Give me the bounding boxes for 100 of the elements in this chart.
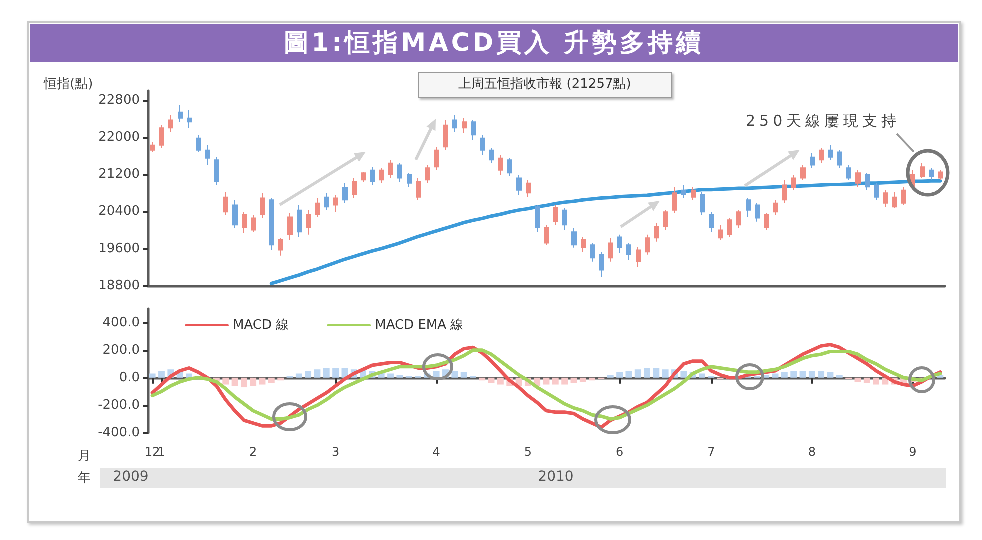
bar bbox=[800, 371, 806, 378]
candlestick bbox=[452, 114, 457, 133]
y-tick-label: 400.0 bbox=[102, 315, 140, 330]
y-tick-label: 22800 bbox=[98, 92, 140, 108]
candlestick bbox=[333, 194, 338, 213]
bar bbox=[222, 378, 230, 385]
bar bbox=[232, 378, 238, 386]
candlestick bbox=[920, 162, 925, 179]
bar bbox=[662, 370, 669, 378]
candlestick bbox=[425, 164, 430, 184]
candlestick bbox=[581, 236, 586, 253]
candlestick bbox=[755, 202, 760, 222]
candlestick bbox=[718, 224, 723, 241]
candlestick bbox=[178, 104, 183, 123]
bar bbox=[653, 368, 660, 378]
candlestick bbox=[361, 172, 366, 182]
bar bbox=[634, 370, 642, 378]
candlestick bbox=[562, 208, 567, 231]
bar bbox=[497, 378, 504, 385]
candlestick bbox=[636, 246, 641, 268]
bar bbox=[259, 378, 266, 385]
candlestick bbox=[938, 170, 943, 181]
candlestick bbox=[663, 210, 668, 231]
y-axis-title: 恒指(點) bbox=[44, 76, 94, 93]
candlestick bbox=[471, 120, 476, 141]
candlestick bbox=[672, 186, 677, 214]
candlestick bbox=[434, 146, 439, 171]
candlestick bbox=[773, 200, 778, 216]
candlestick bbox=[535, 204, 540, 233]
candlestick bbox=[498, 154, 503, 176]
candlestick bbox=[260, 192, 265, 219]
x-tick-label: 1 bbox=[158, 445, 166, 459]
candlestick bbox=[874, 182, 879, 201]
bar bbox=[268, 378, 275, 384]
candlestick bbox=[865, 172, 870, 191]
bar bbox=[543, 378, 550, 385]
bar bbox=[323, 368, 330, 378]
candlestick bbox=[883, 190, 888, 208]
x-tick-label: 5 bbox=[524, 445, 532, 459]
bar bbox=[818, 371, 825, 378]
candlestick bbox=[416, 178, 421, 201]
candlestick bbox=[187, 110, 192, 129]
y-tick-label: 22000 bbox=[98, 130, 140, 145]
bar bbox=[314, 370, 321, 378]
y-tick-label: 200.0 bbox=[102, 342, 140, 358]
y-tick-label: 21200 bbox=[98, 167, 140, 182]
y-tick-label: 18800 bbox=[98, 278, 140, 294]
bar bbox=[790, 371, 798, 378]
legend-label: MACD EMA 線 bbox=[375, 318, 464, 333]
candlestick bbox=[159, 124, 164, 149]
bar bbox=[240, 378, 248, 388]
x-tick-label: 12 bbox=[144, 445, 160, 459]
candlestick bbox=[443, 120, 448, 151]
candlestick bbox=[571, 227, 577, 248]
candlestick bbox=[791, 174, 796, 191]
bar bbox=[781, 372, 788, 378]
bar bbox=[626, 371, 632, 378]
candlestick bbox=[727, 218, 732, 238]
candlestick bbox=[810, 152, 815, 169]
bar bbox=[882, 378, 889, 385]
bar bbox=[332, 368, 340, 378]
bar bbox=[562, 378, 568, 385]
bar bbox=[433, 371, 440, 378]
candlestick bbox=[379, 168, 384, 184]
candlestick bbox=[526, 180, 531, 198]
candlestick bbox=[196, 134, 201, 153]
x-tick-label: 7 bbox=[708, 445, 716, 459]
candlestick bbox=[819, 148, 824, 164]
candlestick bbox=[782, 180, 787, 204]
bar bbox=[808, 371, 816, 378]
text: 2010 bbox=[538, 469, 574, 485]
candlestick bbox=[929, 168, 934, 181]
candlestick bbox=[599, 252, 604, 278]
candlestick bbox=[342, 182, 348, 204]
bar bbox=[580, 378, 586, 382]
y-tick-label: -200.0 bbox=[98, 398, 140, 413]
candlestick bbox=[617, 234, 622, 254]
candlestick bbox=[892, 192, 897, 208]
candlestick bbox=[691, 186, 696, 201]
candlestick bbox=[278, 238, 283, 256]
bar bbox=[616, 372, 623, 378]
bar bbox=[305, 371, 312, 378]
candlestick bbox=[232, 200, 238, 228]
bar bbox=[680, 371, 688, 378]
bar bbox=[552, 378, 559, 385]
candlestick bbox=[837, 150, 842, 169]
bar bbox=[644, 368, 650, 378]
x-tick-label: 3 bbox=[332, 445, 340, 459]
candlestick bbox=[407, 172, 412, 188]
candlestick bbox=[306, 210, 311, 236]
y-tick-label: 0.0 bbox=[119, 370, 140, 386]
bar bbox=[873, 378, 880, 385]
bar bbox=[452, 371, 458, 378]
candlestick bbox=[516, 174, 522, 196]
candlestick bbox=[223, 192, 228, 216]
bar bbox=[854, 378, 862, 382]
bar bbox=[296, 374, 302, 378]
bar bbox=[488, 378, 495, 384]
candlestick bbox=[242, 212, 247, 234]
text-box: 上周五恒指收市報 (21257點) bbox=[418, 72, 672, 98]
